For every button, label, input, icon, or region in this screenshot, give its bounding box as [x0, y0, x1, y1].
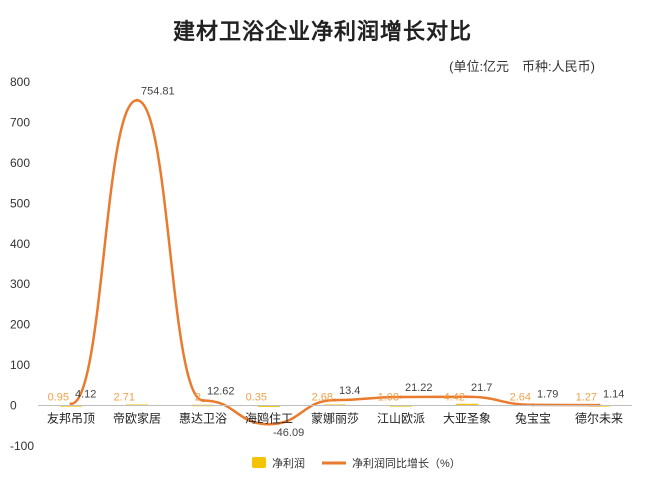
- growth-line: [70, 99, 600, 426]
- line-value-label: 4.12: [75, 389, 96, 401]
- y-axis: -100 0 100 200 300 400 500 600 700 800: [10, 75, 34, 453]
- y-tick-label: 200: [10, 318, 30, 332]
- line-point: [399, 395, 403, 399]
- legend-swatch-net-profit: [252, 457, 266, 468]
- bar-value-label: 2.64: [510, 392, 531, 404]
- legend: 净利润 净利润同比增长（%）: [252, 456, 461, 470]
- bar-value-label: 1.27: [576, 392, 597, 404]
- chart-subtitle: (单位:亿元 币种:人民币): [449, 59, 595, 74]
- line-value-label: 13.4: [339, 385, 360, 397]
- line-point: [201, 398, 205, 402]
- bar-value-label: 1.08: [378, 392, 399, 404]
- line-point: [69, 402, 73, 406]
- line-point: [465, 395, 469, 399]
- x-tick-label: 兔宝宝: [515, 411, 551, 426]
- y-tick-label: 300: [10, 277, 30, 291]
- y-tick-label: 100: [10, 358, 30, 372]
- x-tick-label: 德尔未来: [575, 411, 623, 426]
- x-axis: 友邦吊顶 帝欧家居 惠达卫浴 海鸥住工 蒙娜丽莎 江山欧派 大亚圣象 兔宝宝 德尔未来: [38, 405, 632, 426]
- y-tick-label: -100: [10, 439, 34, 453]
- legend-label-growth: 净利润同比增长（%）: [352, 456, 461, 470]
- line-value-label: 21.7: [471, 382, 492, 394]
- line-point: [135, 98, 139, 102]
- x-tick-label: 蒙娜丽莎: [311, 412, 359, 426]
- data-labels: 0.95 2.71 2 0.35 2.68 1.08 4.42 2.64 1.27 4.12 754…: [48, 85, 625, 439]
- line-value-label: 1.14: [603, 389, 624, 401]
- y-tick-label: 0: [10, 399, 17, 413]
- chart-title: 建材卫浴企业净利润增长对比: [172, 19, 472, 44]
- bar: [258, 405, 280, 407]
- bar-value-label: 2.68: [312, 392, 333, 404]
- line-series: [69, 98, 601, 426]
- x-tick-label: 惠达卫浴: [179, 412, 227, 426]
- line-value-label: 12.62: [207, 385, 235, 397]
- bar: [456, 403, 478, 406]
- line-value-label: 754.81: [141, 85, 175, 97]
- y-tick-label: 400: [10, 237, 30, 251]
- x-tick-label: 友邦吊顶: [47, 412, 95, 426]
- line-point: [267, 422, 271, 426]
- legend-label-net-profit: 净利润: [272, 456, 305, 470]
- line-point: [333, 398, 337, 402]
- x-tick-label: 大亚圣象: [443, 412, 491, 426]
- x-tick-label: 江山欧派: [377, 412, 425, 426]
- bar-value-label: 0.35: [246, 392, 267, 404]
- bar-value-label: 4.42: [444, 392, 465, 404]
- bar-value-label: 2.71: [114, 392, 135, 404]
- y-tick-label: 600: [10, 156, 30, 170]
- line-value-label: 21.22: [405, 382, 433, 394]
- x-tick-label: 海鸥住工: [245, 411, 293, 426]
- bar-value-label: 2: [195, 392, 201, 404]
- y-tick-label: 700: [10, 115, 30, 129]
- line-value-label: -46.09: [273, 427, 304, 439]
- bar-value-label: 0.95: [48, 392, 69, 404]
- line-value-label: 1.79: [537, 389, 558, 401]
- x-tick-label: 帝欧家居: [113, 411, 161, 426]
- y-tick-label: 500: [10, 196, 30, 210]
- y-tick-label: 800: [10, 75, 30, 89]
